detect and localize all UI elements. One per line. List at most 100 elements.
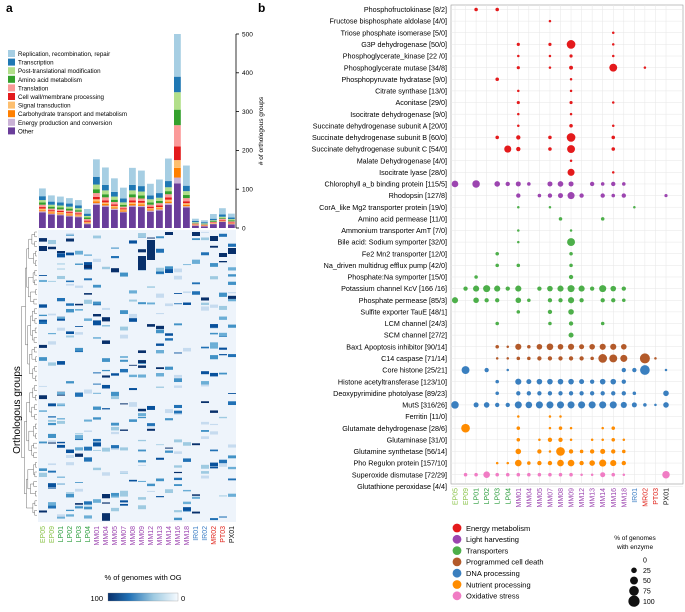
bubble-column-label: PX01: [664, 488, 671, 505]
heatmap-cell: [138, 464, 146, 466]
bar-segment: [219, 217, 226, 219]
bar-segment: [165, 201, 172, 204]
bubble: [495, 344, 499, 349]
bubble-column-label: PT03: [653, 488, 660, 505]
bubble: [515, 297, 522, 304]
heatmap-cell: [66, 308, 74, 313]
bar-segment: [201, 222, 208, 224]
bar-y-tick-label: 0: [242, 225, 246, 232]
heatmap-cell: [66, 514, 74, 517]
dendrogram-branch: [33, 299, 37, 305]
heatmap-cell: [57, 268, 65, 270]
heatmap-cell: [174, 451, 182, 454]
category-legend-swatch: [452, 591, 462, 601]
heatmap-cell: [102, 384, 110, 389]
heatmap-cell: [57, 327, 65, 331]
heatmap-cell: [138, 350, 146, 354]
heatmap-cell: [57, 418, 65, 420]
bar-segment: [138, 186, 145, 192]
heatmap-cell: [210, 332, 218, 335]
bar-segment: [183, 195, 190, 199]
bubble: [611, 54, 615, 58]
heatmap-cell: [57, 297, 65, 302]
dendrogram-branch: [34, 308, 37, 314]
bubble-row-label: Isocitrate dehydrogenase [9/0]: [350, 110, 447, 119]
bar-segment: [66, 203, 73, 207]
bubble: [557, 459, 564, 467]
bubble: [537, 356, 542, 361]
heatmap-cell: [156, 325, 164, 329]
heatmap-cell: [183, 501, 191, 505]
bubble: [548, 42, 552, 46]
heatmap-x-tick-label: MM18: [184, 526, 191, 546]
heatmap-cell: [183, 507, 191, 511]
heatmap-cell: [174, 439, 182, 443]
bubble: [610, 285, 617, 292]
bubble: [664, 193, 668, 198]
heatmap-cell: [66, 492, 74, 494]
category-legend-label: Transporters: [466, 546, 508, 555]
bubble: [515, 285, 522, 292]
heatmap-cell: [192, 232, 200, 236]
size-legend-label: 25: [643, 568, 651, 575]
bubble: [505, 286, 510, 291]
heatmap-x-tick-label: LP01: [58, 526, 65, 542]
dendrogram-branch: [34, 270, 37, 276]
bubble: [631, 402, 637, 408]
bubble: [620, 354, 628, 362]
bubble: [495, 7, 499, 12]
heatmap-cell: [39, 246, 47, 251]
bar-segment: [147, 208, 154, 210]
bar-segment: [120, 187, 127, 199]
heatmap-cell: [48, 246, 56, 250]
dendrogram-branch: [35, 423, 37, 429]
bubble: [516, 356, 521, 361]
bar-segment: [210, 221, 217, 222]
bubble: [537, 286, 542, 291]
bubble: [632, 367, 637, 373]
bubble: [558, 391, 563, 396]
bubble: [600, 193, 605, 198]
bubble: [495, 391, 499, 396]
bubble: [558, 356, 563, 361]
bar-segment: [111, 199, 118, 203]
bubble: [600, 217, 605, 221]
bubble: [611, 426, 616, 430]
bubble: [494, 285, 501, 292]
category-legend-swatch: [452, 580, 462, 589]
bar-segment: [93, 176, 100, 185]
legend-swatch: [8, 50, 15, 57]
heatmap-x-tick-label: MM16: [175, 526, 182, 546]
heatmap-cell: [219, 233, 227, 237]
heatmap-cell: [138, 480, 146, 483]
dendrogram-branch: [30, 291, 36, 302]
heatmap-cell: [138, 408, 146, 412]
bubble: [548, 205, 552, 209]
bubble: [537, 193, 542, 198]
bubble: [548, 54, 552, 58]
heatmap-cell: [93, 499, 101, 503]
bubble: [600, 391, 605, 396]
bubble: [589, 286, 595, 291]
bubble: [483, 402, 490, 408]
bubble: [599, 378, 606, 385]
heatmap-cell: [228, 354, 236, 358]
bar-segment: [48, 212, 55, 214]
dendrogram-branch: [32, 330, 36, 341]
bubble-row-label: Amino acid permease [11/0]: [358, 214, 447, 223]
bar-segment: [102, 205, 109, 207]
dendrogram-branch: [34, 510, 37, 516]
bar-segment: [102, 206, 109, 228]
heatmap-cell: [129, 299, 137, 302]
bubble-row-label: Succinate dehydrogenase subunit C [54/0]: [312, 145, 447, 154]
heatmap-cell: [66, 381, 74, 384]
heatmap-cell: [84, 515, 92, 519]
heatmap-cell: [39, 321, 47, 325]
heatmap-cell: [48, 419, 56, 422]
bubble: [643, 403, 647, 407]
heatmap-cell: [228, 466, 236, 470]
heatmap-cell: [120, 493, 128, 497]
bar-segment: [147, 209, 154, 211]
bubble: [547, 181, 553, 187]
dendrogram-branch: [26, 479, 33, 509]
